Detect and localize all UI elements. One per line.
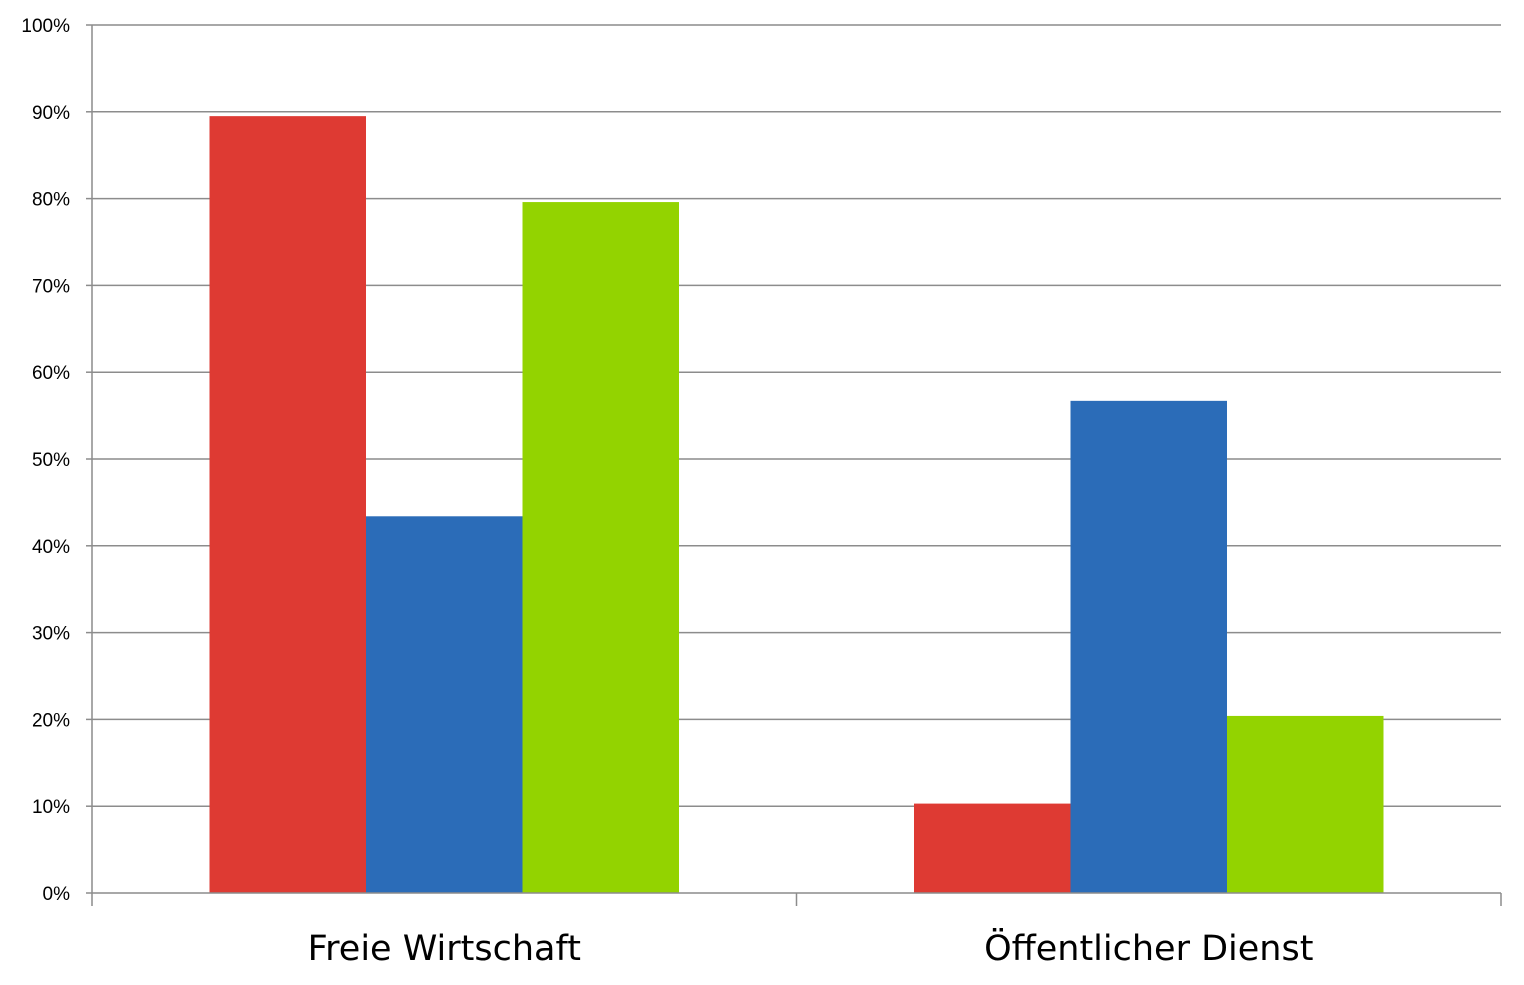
- bar-series-3-oeffentlicher-dienst: [1227, 715, 1384, 893]
- y-tick-labels: 0% 10% 20% 30% 40% 50% 60% 70% 80% 90% 100%: [21, 16, 70, 905]
- y-tick-label: 50%: [32, 450, 70, 471]
- axes: [86, 24, 1502, 906]
- y-tick-label: 20%: [32, 710, 70, 731]
- y-tick-label: 30%: [32, 624, 70, 645]
- bars: [209, 116, 1384, 893]
- bar-series-3-freie-wirtschaft: [522, 202, 679, 893]
- bar-series-1-oeffentlicher-dienst: [914, 803, 1071, 893]
- y-tick-label: 60%: [32, 363, 70, 384]
- x-category-label: Öffentlicher Dienst: [984, 927, 1313, 969]
- y-tick-label: 40%: [32, 537, 70, 558]
- bar-series-1-freie-wirtschaft: [209, 116, 366, 893]
- y-tick-label: 70%: [32, 276, 70, 297]
- bar-series-2-freie-wirtschaft: [366, 516, 523, 893]
- category-labels: Freie Wirtschaft Öffentlicher Dienst: [308, 927, 1314, 969]
- x-category-label: Freie Wirtschaft: [308, 929, 581, 969]
- y-tick-label: 0%: [43, 884, 71, 905]
- y-tick-label: 80%: [32, 190, 70, 211]
- bar-series-2-oeffentlicher-dienst: [1070, 400, 1227, 893]
- y-tick-label: 100%: [21, 16, 70, 37]
- y-tick-label: 10%: [32, 797, 70, 818]
- y-tick-label: 90%: [32, 103, 70, 124]
